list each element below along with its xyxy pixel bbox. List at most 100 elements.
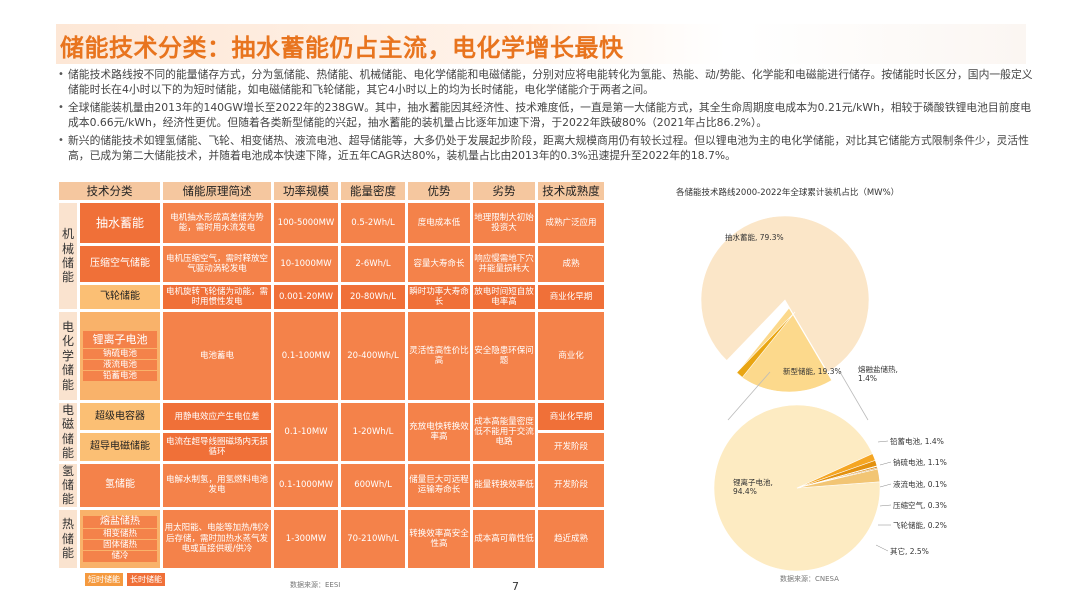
tech-name: 熔盐储热	[83, 515, 157, 528]
subpie-label-other: 其它, 2.5%	[890, 546, 929, 556]
tech-maturity: 趋近成熟	[538, 509, 604, 568]
bullet-item: • 新兴的储能技术如锂氢储能、飞轮、相变储热、液流电池、超导储能等，大多仍处于发展…	[58, 134, 1038, 163]
table-row: 机械储能 抽水蓄能 电机抽水形成高差储为势能，需时用水流发电 100-5000M…	[59, 203, 604, 309]
subpie-label-caes: 压缩空气, 0.3%	[893, 500, 947, 510]
tech-name: 铅蓄电池	[83, 371, 157, 382]
tech-name: 飞轮储能	[80, 285, 160, 309]
tech-principle: 电机压缩空气，需时释放空气驱动涡轮发电	[163, 246, 271, 282]
pie-slice-molten-salt	[736, 311, 796, 378]
table-row: 氢储能 氢储能 电解水制氢，用氢燃料电池发电 0.1-1000MW 600Wh/…	[59, 463, 604, 507]
subpie-slice-other	[796, 468, 881, 489]
subpie-slice-flywheel	[796, 467, 879, 489]
tech-maturity: 开发阶段	[538, 433, 604, 461]
legend-short: 短时储能	[85, 573, 123, 586]
tech-pros: 瞬时功率大寿命长	[408, 285, 470, 309]
bullet-dot-icon: •	[58, 102, 64, 113]
tech-principle: 电机抽水形成高差储为势能，需时用水流发电	[163, 203, 271, 243]
subpie-leader-lead-acid	[877, 440, 889, 443]
subpie-label-flow: 液流电池, 0.1%	[893, 479, 947, 489]
tech-pros: 度电成本低	[408, 203, 470, 243]
tech-maturity: 商业化早期	[538, 403, 604, 431]
tech-cons: 成本高可靠性低	[473, 509, 535, 568]
tech-pros: 充放电快转换效率高	[408, 403, 470, 461]
bullet-text: 全球储能装机量由2013年的140GW增长至2022年的238GW。其中，抽水蓄…	[68, 101, 1032, 129]
table-row: 电磁储能 超级电容器 用静电效应产生电位差 0.1-10MW 1-20Wh/L …	[59, 403, 604, 461]
bullet-list: • 储能技术路线按不同的能量储存方式，分为氢储能、热储能、机械储能、电化学储能和电…	[58, 68, 1038, 167]
tech-name: 锂离子电池	[83, 330, 157, 348]
bullet-text: 新兴的储能技术如锂氢储能、飞轮、相变储热、液流电池、超导储能等，大多仍处于发展起…	[68, 134, 1029, 162]
header-pros: 优势	[408, 182, 470, 200]
tech-name: 超级电容器	[80, 403, 160, 431]
bullet-item: • 全球储能装机量由2013年的140GW增长至2022年的238GW。其中，抽水…	[58, 101, 1038, 130]
tech-power: 0.001-20MW	[274, 285, 338, 309]
tech-name: 超导电磁储能	[80, 433, 160, 461]
tech-maturity: 商业化	[538, 312, 604, 400]
subpie-label-lead-acid: 铅蓄电池, 1.4%	[890, 436, 944, 446]
tech-principle: 用静电效应产生电位差	[163, 403, 271, 431]
tech-maturity: 成熟广泛应用	[538, 203, 604, 243]
tech-maturity: 成熟	[538, 246, 604, 282]
subpie-leader-other	[875, 544, 889, 552]
duration-legend: 短时储能 长时储能	[85, 573, 165, 586]
tech-maturity: 开发阶段	[538, 463, 604, 507]
tech-cons: 放电时间短自放电率高	[473, 285, 535, 309]
header-density: 能量密度	[341, 182, 405, 200]
tech-name: 抽水蓄能	[80, 203, 160, 243]
tech-pros: 储量巨大可远程运输寿命长	[408, 463, 470, 507]
tech-principle: 电流在超导线圈磁场内无损循环	[163, 433, 271, 461]
table-source: 数据来源：EESI	[290, 581, 341, 589]
tech-power: 0.1-1000MW	[274, 463, 338, 507]
table-row: 飞轮储能 电机旋转飞轮储为动能，需时用惯性发电 0.001-20MW 20-80…	[59, 285, 604, 309]
table-row: 电化学储能 锂离子电池 钠硫电池 液流电池 铅蓄电池 电池蓄电 0.1-100M…	[59, 312, 604, 400]
subpie-leader-nas	[879, 461, 892, 466]
title-background	[56, 24, 726, 64]
tech-cons: 地理限制大初始投资大	[473, 203, 535, 243]
tech-power: 0.1-100MW	[274, 312, 338, 400]
bullet-dot-icon: •	[58, 69, 64, 80]
tech-density: 20-400Wh/L	[341, 312, 405, 400]
tech-cons: 成本高能量密度低不能用于交流电路	[473, 403, 535, 461]
bullet-text: 储能技术路线按不同的能量储存方式，分为氢储能、热储能、机械储能、电化学储能和电磁…	[68, 68, 1033, 96]
tech-principle: 电解水制氢，用氢燃料电池发电	[163, 463, 271, 507]
storage-tech-table: 技术分类 储能原理简述 功率规模 能量密度 优势 劣势 技术成熟度 机械储能 抽…	[56, 179, 607, 571]
subpie-slice-lithium	[713, 404, 881, 572]
connector-line-right	[839, 371, 869, 421]
tech-name: 相变储热	[83, 528, 157, 540]
subpie-label-lithium-value: 94.4%	[733, 487, 757, 496]
tech-pros: 转换效率高安全性高	[408, 509, 470, 568]
tech-principle: 用太阳能、电能等加热/制冷后存储，需时加热水蒸气发电或直接供暖/供冷	[163, 509, 271, 568]
page-title: 储能技术分类：抽水蓄能仍占主流，电化学增长最快	[60, 34, 624, 62]
tech-power: 100-5000MW	[274, 203, 338, 243]
tech-name: 液流电池	[83, 360, 157, 371]
thermal-names: 熔盐储热 相变储热 固体储热 储冷	[80, 509, 160, 568]
subpie-slice-caes	[796, 466, 878, 489]
tech-maturity: 商业化早期	[538, 285, 604, 309]
subpie-label-flywheel: 飞轮储能, 0.2%	[893, 520, 947, 530]
tech-name: 压缩空气储能	[80, 246, 160, 282]
category-thermal: 热储能	[59, 509, 77, 568]
table-header-row: 技术分类 储能原理简述 功率规模 能量密度 优势 劣势 技术成熟度	[59, 182, 604, 200]
header-power: 功率规模	[274, 182, 338, 200]
page-number: 7	[512, 580, 519, 593]
tech-density: 70-210Wh/L	[341, 509, 405, 568]
subpie-label-lithium: 锂离子电池,	[733, 477, 773, 487]
tech-power: 10-1000MW	[274, 246, 338, 282]
pie-slice-new-storage	[735, 307, 833, 393]
subpie-label-nas: 钠硫电池, 1.1%	[893, 457, 947, 467]
category-electromagnetic: 电磁储能	[59, 403, 77, 461]
table-row: 压缩空气储能 电机压缩空气，需时释放空气驱动涡轮发电 10-1000MW 2-6…	[59, 246, 604, 282]
subpie-slice-lead-acid	[796, 453, 876, 489]
tech-name: 固体储热	[83, 540, 157, 551]
bullet-item: • 储能技术路线按不同的能量储存方式，分为氢储能、热储能、机械储能、电化学储能和电…	[58, 68, 1038, 97]
pie-label-pumped: 抽水蓄能, 79.3%	[725, 232, 784, 242]
tech-density: 20-80Wh/L	[341, 285, 405, 309]
header-cons: 劣势	[473, 182, 535, 200]
category-electrochemical: 电化学储能	[59, 312, 77, 400]
header-maturity: 技术成熟度	[538, 182, 604, 200]
echem-names: 锂离子电池 钠硫电池 液流电池 铅蓄电池	[80, 312, 160, 400]
chart-title: 各储能技术路线2000-2022年全球累计装机占比（MW%）	[676, 188, 900, 198]
tech-density: 600Wh/L	[341, 463, 405, 507]
tech-name: 氢储能	[80, 463, 160, 507]
connector-line-left	[727, 371, 771, 421]
subpie-leader-caes	[879, 504, 892, 507]
